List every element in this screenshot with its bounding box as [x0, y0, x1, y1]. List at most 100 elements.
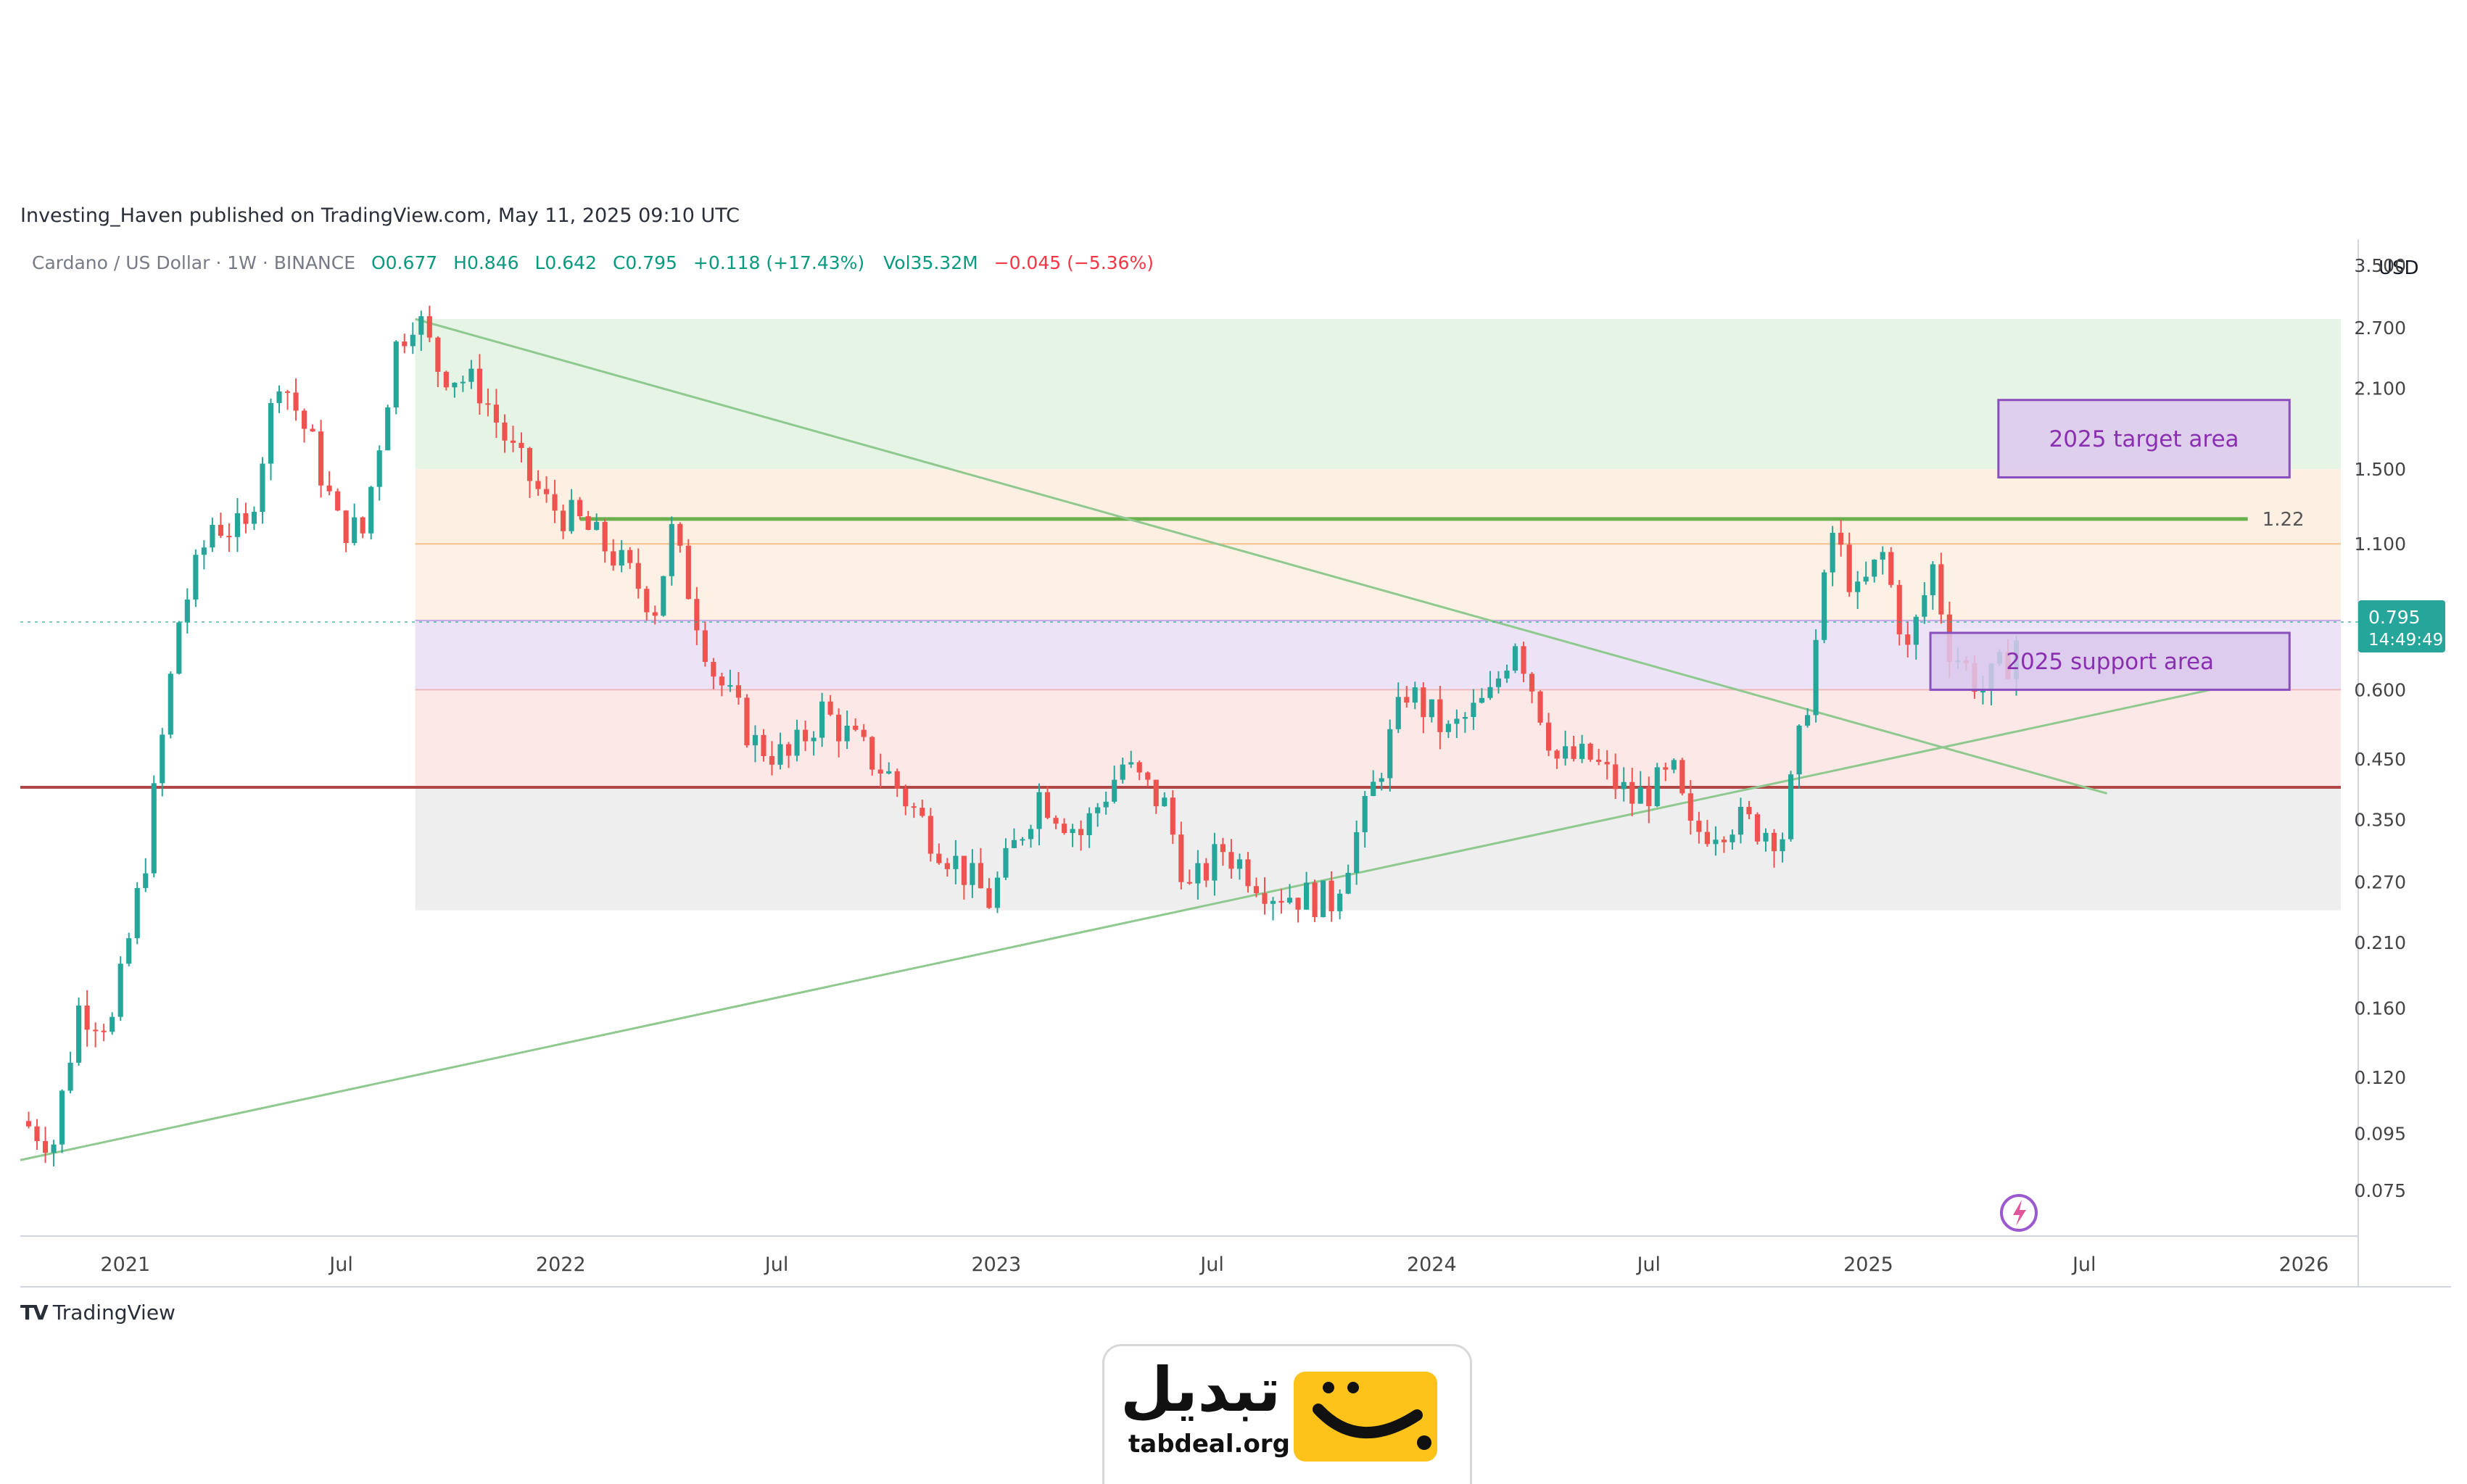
- candle-body: [1663, 767, 1669, 770]
- candle: [117, 956, 123, 1021]
- candle: [1345, 864, 1351, 895]
- candle: [1704, 819, 1710, 847]
- fib-zone: [415, 544, 2342, 621]
- candle: [1153, 779, 1159, 814]
- candle: [1454, 709, 1460, 738]
- candle-body: [1062, 824, 1067, 833]
- candle-body: [685, 545, 691, 600]
- candle-body: [1922, 595, 1927, 617]
- candle-body: [1596, 759, 1602, 762]
- candle: [476, 354, 482, 415]
- candle: [986, 878, 992, 909]
- candle: [1846, 532, 1852, 597]
- candle-body: [1095, 807, 1101, 813]
- candle: [1855, 571, 1861, 610]
- candle-body: [526, 447, 533, 481]
- candle: [1095, 803, 1101, 827]
- candle: [1278, 889, 1284, 914]
- candle-body: [1404, 697, 1410, 703]
- fib-zone: [415, 469, 2342, 544]
- candle: [1304, 871, 1310, 910]
- y-tick-label: 0.600: [2354, 679, 2406, 700]
- candle-body: [1737, 806, 1744, 835]
- candle-body: [368, 486, 374, 534]
- candle-body: [1120, 764, 1125, 780]
- candle: [1471, 689, 1476, 730]
- candle: [160, 728, 165, 797]
- candle: [1395, 682, 1401, 734]
- publish-info: Investing_Haven published on TradingView…: [20, 204, 740, 227]
- candle: [1521, 641, 1526, 682]
- ohlc-open: O0.677: [371, 252, 438, 273]
- candle-body: [661, 576, 666, 616]
- candle: [1112, 766, 1117, 804]
- candle-body: [151, 783, 157, 874]
- candle: [1654, 763, 1660, 808]
- candle: [276, 385, 282, 413]
- candle: [769, 741, 775, 776]
- candle-body: [1103, 801, 1109, 808]
- annotation-label: 2025 target area: [2049, 426, 2239, 452]
- candle: [619, 540, 624, 573]
- candle-body: [1687, 793, 1693, 821]
- candle: [1537, 690, 1543, 726]
- candle: [1788, 771, 1794, 842]
- candle-body: [418, 316, 424, 335]
- tradingview-label: TradingView: [52, 1301, 175, 1325]
- candle-body: [1604, 761, 1610, 765]
- candle-body: [1679, 760, 1685, 794]
- candle: [42, 1127, 49, 1164]
- candle-body: [260, 463, 265, 513]
- candle: [1421, 681, 1426, 734]
- candle-body: [594, 521, 600, 530]
- candle: [543, 476, 550, 503]
- candle: [352, 503, 358, 546]
- candle-body: [602, 521, 608, 552]
- candle-body: [986, 888, 992, 908]
- x-tick-label: 2021: [100, 1253, 150, 1276]
- candle: [611, 539, 616, 571]
- candle: [1554, 749, 1560, 769]
- candle: [869, 736, 875, 776]
- candle: [844, 710, 850, 750]
- candle: [1905, 621, 1911, 658]
- candle-body: [744, 697, 750, 746]
- candle: [1362, 790, 1368, 848]
- candle-body: [1262, 893, 1268, 904]
- candle-body: [284, 391, 291, 393]
- ohlc-change: +0.118 (+17.43%): [693, 252, 865, 273]
- tradingview-logo-icon: TV: [20, 1301, 49, 1325]
- candle: [1195, 850, 1201, 900]
- y-tick-label: 0.160: [2354, 998, 2406, 1019]
- lightning-icon[interactable]: [2000, 1194, 2038, 1232]
- candle: [819, 692, 825, 747]
- candle-body: [1278, 900, 1284, 903]
- candle: [1170, 790, 1175, 845]
- candle-body: [535, 481, 541, 489]
- candle-body: [1020, 839, 1025, 841]
- candle: [1379, 772, 1384, 791]
- candle: [1671, 758, 1677, 774]
- candle-body: [226, 536, 232, 538]
- candle-body: [944, 863, 950, 869]
- candle-body: [785, 744, 792, 756]
- candle: [1371, 770, 1376, 797]
- candle: [1178, 821, 1184, 890]
- candle-body: [827, 701, 833, 715]
- candle-body: [1195, 863, 1201, 884]
- candle-body: [1337, 893, 1343, 911]
- site-name: تبدیل: [1120, 1354, 1281, 1425]
- candle: [1003, 838, 1009, 880]
- candle-body: [769, 755, 775, 765]
- candle: [1579, 734, 1585, 763]
- candle-body: [1270, 900, 1276, 904]
- candle-body: [1445, 724, 1451, 732]
- candle-body: [1813, 639, 1819, 716]
- candle: [1813, 629, 1819, 723]
- candle-body: [735, 685, 742, 698]
- candle-body: [1846, 544, 1852, 592]
- candle: [435, 336, 441, 388]
- candle-body: [1554, 750, 1560, 759]
- candle-body: [410, 334, 416, 347]
